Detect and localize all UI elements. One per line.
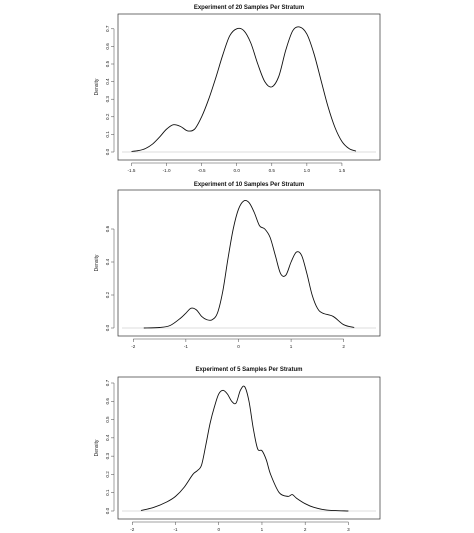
- x-tick-label: -1: [173, 527, 178, 532]
- y-tick-label: 0.6: [105, 398, 110, 405]
- y-tick-label: 0.1: [105, 131, 110, 138]
- y-tick-label: 0.3: [105, 96, 110, 103]
- x-tick-label: 1.5: [339, 168, 346, 173]
- density-curve: [140, 385, 349, 512]
- y-axis-label: Density: [94, 439, 100, 456]
- plot-frame: [117, 189, 381, 337]
- x-tick-label: 1: [261, 527, 264, 532]
- x-tick-label: -1: [184, 344, 189, 349]
- y-tick-label: 0.0: [105, 324, 110, 331]
- y-tick-label: 0.4: [105, 258, 110, 265]
- x-tick-label: 2: [342, 344, 345, 349]
- x-tick-label: 2: [304, 527, 307, 532]
- x-tick-label: -0.5: [198, 168, 206, 173]
- y-axis-label: Density: [94, 254, 100, 271]
- x-tick-label: 0.5: [269, 168, 276, 173]
- chart-panel-2: Experiment of 10 Samples Per Stratum Dens…: [94, 182, 381, 349]
- x-tick-label: 0: [217, 527, 220, 532]
- y-tick-label: 0.4: [105, 78, 110, 85]
- y-tick-label: 0.4: [105, 434, 110, 441]
- chart-panel-3: Experiment of 5 Samples Per Stratum Densi…: [94, 367, 381, 532]
- y-tick-label: 0.6: [105, 225, 110, 232]
- chart-title: Experiment of 10 Samples Per Stratum: [194, 182, 304, 188]
- chart-panel-1: Experiment of 20 Samples Per Stratum Dens…: [94, 5, 381, 173]
- y-tick-label: 0.5: [105, 416, 110, 423]
- y-tick-label: 0.1: [105, 489, 110, 496]
- x-tick-label: -1.5: [128, 168, 136, 173]
- y-tick-label: 0.2: [105, 291, 110, 298]
- x-tick-label: -2: [131, 344, 136, 349]
- y-tick-label: 0.0: [105, 507, 110, 514]
- x-tick-label: 0.0: [234, 168, 241, 173]
- y-tick-label: 0.6: [105, 43, 110, 50]
- density-curve: [131, 26, 357, 152]
- y-tick-label: 0.7: [105, 379, 110, 386]
- plot-frame: [117, 376, 381, 520]
- y-tick-label: 0.3: [105, 453, 110, 460]
- plot-frame: [117, 13, 381, 161]
- chart-title: Experiment of 5 Samples Per Stratum: [195, 367, 302, 373]
- y-tick-label: 0.7: [105, 25, 110, 32]
- x-tick-label: 0: [237, 344, 240, 349]
- y-tick-label: 0.2: [105, 113, 110, 120]
- y-tick-label: 0.2: [105, 471, 110, 478]
- x-tick-label: 1.0: [304, 168, 311, 173]
- density-curve: [143, 200, 355, 329]
- y-tick-label: 0.0: [105, 148, 110, 155]
- y-tick-label: 0.5: [105, 60, 110, 67]
- x-tick-label: -1.0: [163, 168, 171, 173]
- x-tick-label: 3: [347, 527, 350, 532]
- y-axis-label: Density: [94, 78, 100, 95]
- x-tick-label: 1: [290, 344, 293, 349]
- x-tick-label: -2: [130, 527, 135, 532]
- chart-title: Experiment of 20 Samples Per Stratum: [194, 5, 304, 11]
